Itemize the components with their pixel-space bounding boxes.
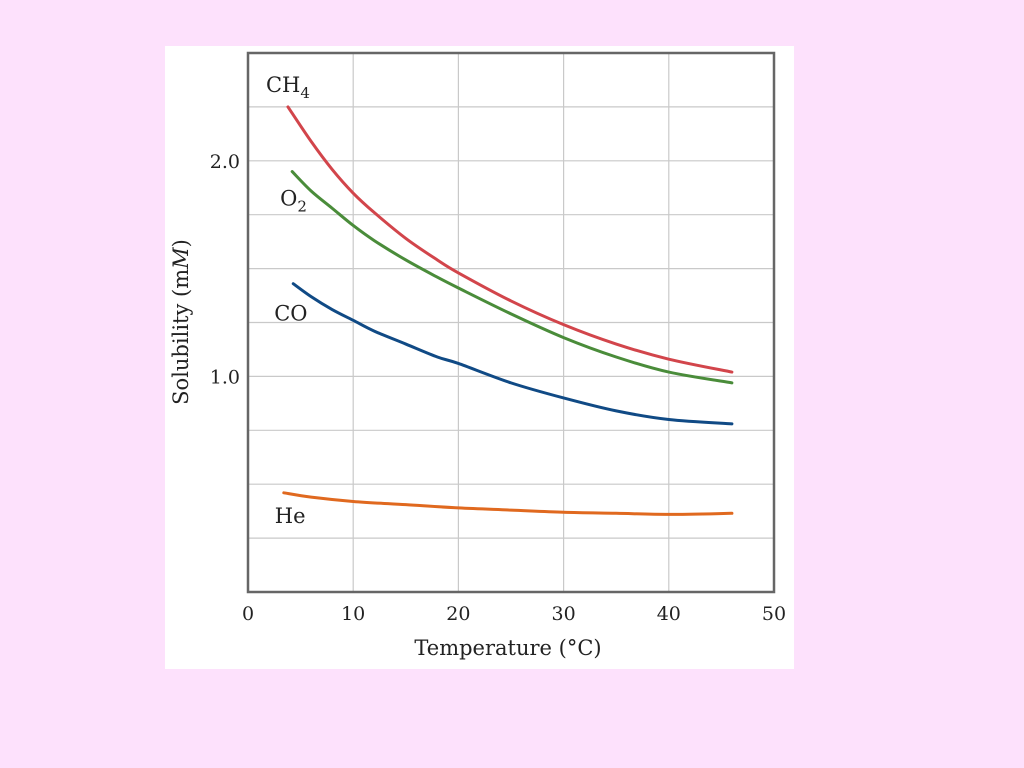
x-tick-label: 20 [446, 603, 470, 625]
series-labels: CH4 O2 CO He [266, 73, 310, 528]
series-label-ch4: CH4 [266, 73, 310, 102]
plot-frame [246, 51, 776, 594]
series-line-o2 [290, 170, 734, 385]
x-axis-title: Temperature (°C) [414, 636, 601, 660]
x-tick-label: 40 [657, 603, 681, 625]
grid-lines [248, 53, 774, 592]
x-tick-label: 50 [762, 603, 786, 625]
series-label-he: He [275, 504, 306, 528]
solubility-chart: 0 10 20 30 40 50 1.0 2.0 CH4 O2 CO He Temperature… [169, 51, 786, 660]
series-line-he [282, 491, 734, 516]
x-tick-label: 10 [341, 603, 365, 625]
series-curves [282, 105, 734, 516]
series-line-co [291, 282, 734, 426]
x-tick-labels: 0 10 20 30 40 50 [242, 603, 786, 625]
chart-figure: 0 10 20 30 40 50 1.0 2.0 CH4 O2 CO He Temperature… [165, 46, 794, 669]
series-line-ch4 [286, 105, 734, 374]
x-tick-label: 30 [552, 603, 576, 625]
y-tick-label: 2.0 [210, 151, 240, 173]
y-tick-label: 1.0 [210, 366, 240, 388]
y-tick-labels: 1.0 2.0 [210, 151, 240, 389]
y-axis-title: Solubility (mM) [169, 239, 193, 405]
series-label-co: CO [274, 302, 307, 326]
series-label-o2: O2 [280, 187, 307, 216]
x-tick-label: 0 [242, 603, 254, 625]
